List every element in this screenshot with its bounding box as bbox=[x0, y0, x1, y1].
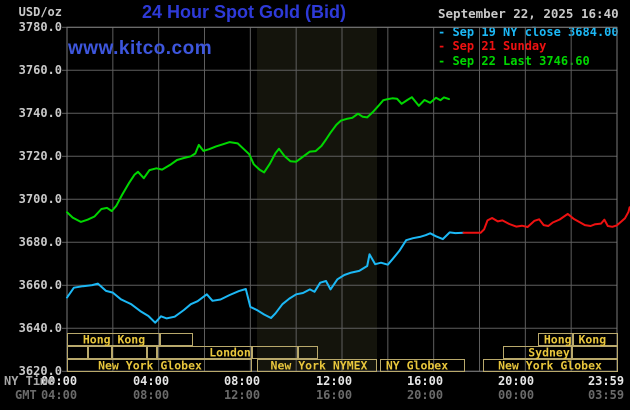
ny-time-label: 23:59 bbox=[587, 374, 625, 388]
series-sep19-line bbox=[66, 231, 465, 324]
session-label: London bbox=[209, 345, 251, 359]
gmt-time-label: 00:00 bbox=[497, 388, 535, 402]
y-axis-label: 3700.0 bbox=[18, 192, 62, 207]
gmt-time-label: 03:59 bbox=[587, 388, 625, 402]
ny-time-label: 20:00 bbox=[497, 374, 535, 388]
y-axis-label: 3720.0 bbox=[18, 149, 62, 164]
y-axis-label: 3760.0 bbox=[18, 63, 62, 78]
gmt-time-label: 20:00 bbox=[406, 388, 444, 402]
y-axis-label: 3740.0 bbox=[18, 106, 62, 121]
session-label: Hong Kong bbox=[543, 332, 607, 346]
chart-legend: - Sep 19 NY close 3684.00- Sep 21 Sunday… bbox=[438, 25, 619, 68]
session-box-row2 bbox=[298, 345, 318, 359]
session-label: NY Globex bbox=[385, 358, 449, 372]
session-label: New York NYMEX bbox=[270, 358, 368, 372]
session-label: Sydney bbox=[528, 345, 570, 359]
ny-time-label: 12:00 bbox=[315, 374, 353, 388]
y-axis-label: 3780.0 bbox=[18, 20, 62, 35]
session-box-row1 bbox=[538, 332, 573, 346]
series-sep21-line bbox=[462, 206, 630, 234]
session-label: Hong Kong bbox=[82, 332, 146, 346]
session-box-row1 bbox=[160, 332, 193, 346]
legend-row-1: - Sep 21 Sunday bbox=[438, 39, 547, 54]
legend-row-0: - Sep 19 NY close 3684.00 bbox=[438, 25, 619, 39]
kitco-watermark-link[interactable]: www.kitco.com bbox=[68, 38, 213, 59]
y-axis-label: 3660.0 bbox=[18, 278, 62, 293]
ny-time-label: 04:00 bbox=[132, 374, 170, 388]
y-axis-label: 3620.0 bbox=[18, 364, 62, 379]
gmt-time-label: 04:00 bbox=[40, 388, 78, 402]
session-box-row2 bbox=[147, 345, 157, 359]
gmt-time-label: 16:00 bbox=[315, 388, 353, 402]
session-box-row2 bbox=[503, 345, 572, 359]
session-box-row3 bbox=[483, 358, 618, 372]
gmt-caption: GMT bbox=[15, 388, 37, 402]
ny-time-label: 16:00 bbox=[406, 374, 444, 388]
series-sep22-line bbox=[66, 96, 450, 223]
chart-datetime: September 22, 2025 16:40 bbox=[438, 6, 619, 21]
session-box-row3 bbox=[67, 358, 252, 372]
y-axis-label: 3640.0 bbox=[18, 321, 62, 336]
gmt-time-label: 12:00 bbox=[223, 388, 261, 402]
session-box-row1 bbox=[67, 332, 160, 346]
legend-row-2: - Sep 22 Last 3746.60 bbox=[438, 53, 590, 68]
session-box-row2 bbox=[252, 345, 298, 359]
session-box-row2 bbox=[88, 345, 112, 359]
ny-time-label: 00:00 bbox=[40, 374, 78, 388]
y-axis-label: 3680.0 bbox=[18, 235, 62, 250]
y-axis-unit-label: USD/oz bbox=[18, 5, 62, 19]
ny-time-label: 08:00 bbox=[223, 374, 261, 388]
session-box-row3 bbox=[257, 358, 377, 372]
gmt-time-label: 08:00 bbox=[132, 388, 170, 402]
session-box-row2 bbox=[67, 345, 88, 359]
session-box-row2 bbox=[572, 345, 618, 359]
session-box-row1 bbox=[573, 332, 618, 346]
ny-time-caption: NY Time bbox=[4, 374, 55, 388]
session-label: New York Globex bbox=[498, 358, 602, 372]
session-box-row2 bbox=[157, 345, 252, 359]
session-label: New York Globex bbox=[98, 358, 202, 372]
chart-title: 24 Hour Spot Gold (Bid) bbox=[142, 2, 346, 22]
session-box-row2 bbox=[112, 345, 147, 359]
session-box-row3 bbox=[380, 358, 465, 372]
